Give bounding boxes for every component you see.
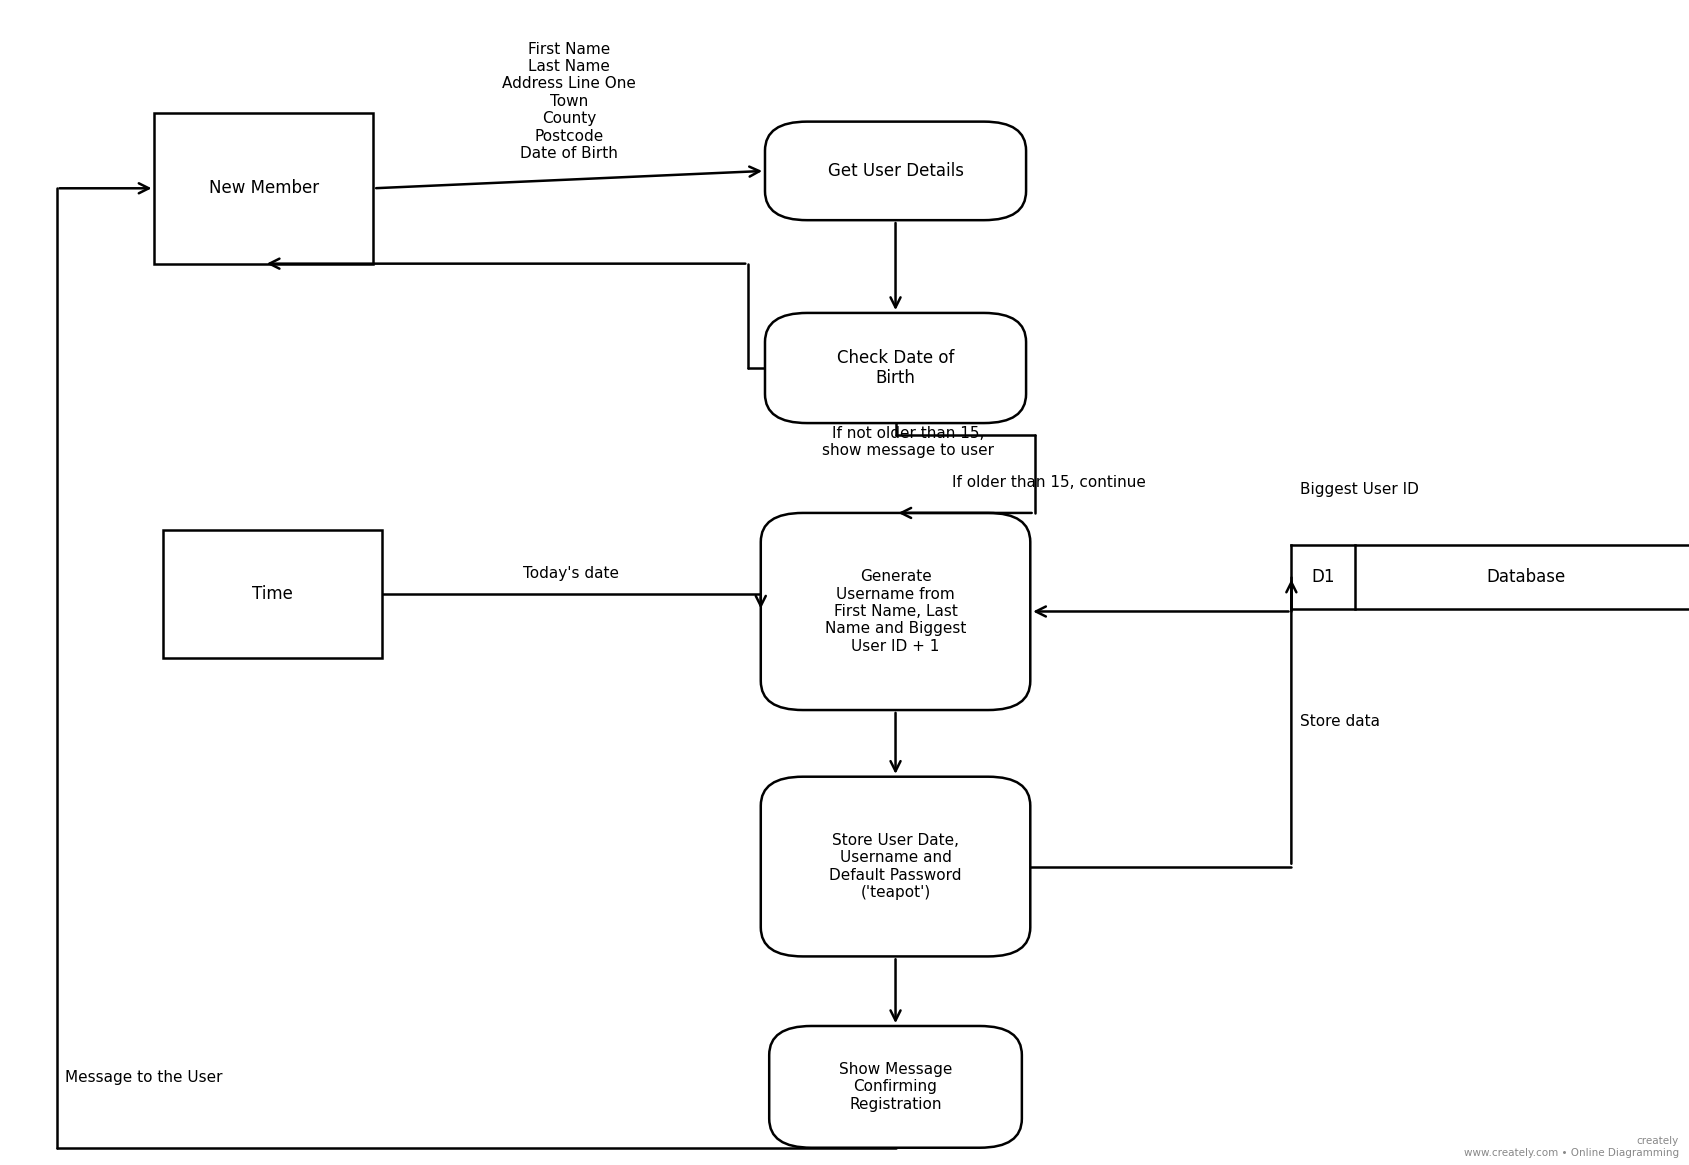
Text: New Member: New Member: [209, 179, 319, 197]
FancyBboxPatch shape: [768, 1026, 1022, 1148]
Text: creately
www.creately.com • Online Diagramming: creately www.creately.com • Online Diagr…: [1463, 1136, 1677, 1158]
Text: Message to the User: Message to the User: [66, 1069, 223, 1085]
Bar: [154, 113, 373, 263]
Text: Get User Details: Get User Details: [828, 162, 963, 179]
FancyBboxPatch shape: [765, 313, 1025, 423]
Text: If older than 15, continue: If older than 15, continue: [951, 475, 1145, 490]
Text: D1: D1: [1311, 567, 1334, 586]
Text: If not older than 15,
show message to user: If not older than 15, show message to us…: [821, 426, 993, 458]
FancyBboxPatch shape: [765, 121, 1025, 220]
FancyBboxPatch shape: [760, 777, 1030, 956]
Text: Generate
Username from
First Name, Last
Name and Biggest
User ID + 1: Generate Username from First Name, Last …: [824, 570, 966, 654]
Text: Check Date of
Birth: Check Date of Birth: [836, 348, 954, 388]
Text: Show Message
Confirming
Registration: Show Message Confirming Registration: [838, 1062, 951, 1111]
Text: Today's date: Today's date: [524, 566, 618, 580]
Text: First Name
Last Name
Address Line One
Town
County
Postcode
Date of Birth: First Name Last Name Address Line One To…: [502, 42, 635, 161]
Bar: [162, 530, 382, 658]
FancyBboxPatch shape: [760, 513, 1030, 709]
Text: Time: Time: [252, 585, 292, 603]
Text: Database: Database: [1485, 567, 1564, 586]
Text: Store data: Store data: [1299, 714, 1378, 729]
Text: Store User Date,
Username and
Default Password
('teapot'): Store User Date, Username and Default Pa…: [829, 833, 961, 901]
Text: Biggest User ID: Biggest User ID: [1299, 482, 1417, 497]
